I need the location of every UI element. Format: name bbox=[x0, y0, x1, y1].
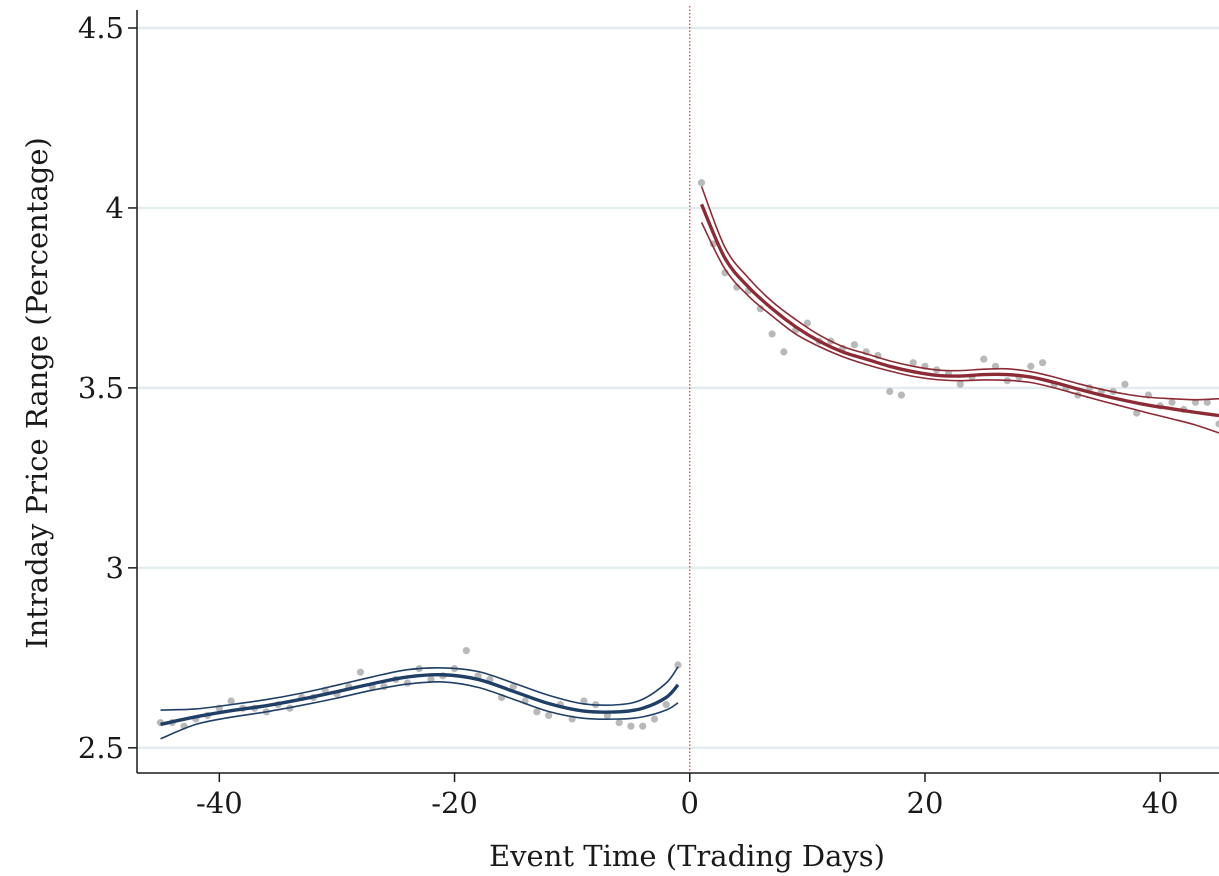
data-point bbox=[639, 722, 647, 730]
fit-lines bbox=[160, 186, 1219, 740]
data-point bbox=[1203, 398, 1211, 406]
x-tick-label: -20 bbox=[431, 786, 478, 820]
data-point bbox=[545, 711, 553, 720]
data-point bbox=[580, 697, 588, 705]
y-tick-label: 4.5 bbox=[78, 11, 124, 45]
data-point bbox=[1038, 359, 1047, 367]
data-point bbox=[462, 647, 470, 655]
data-point bbox=[509, 683, 517, 691]
data-point bbox=[1215, 420, 1219, 428]
axes bbox=[136, 10, 1219, 774]
data-point bbox=[674, 661, 682, 669]
data-point bbox=[803, 319, 811, 327]
y-tick-label: 3.5 bbox=[78, 371, 124, 405]
data-point bbox=[756, 305, 764, 313]
x-tick-label: -40 bbox=[196, 786, 243, 820]
tick-labels: -40 -20 0 20 40 2.5 3 3.5 4 4.5 bbox=[78, 11, 1179, 820]
data-point bbox=[615, 719, 623, 727]
data-point bbox=[980, 355, 988, 363]
data-point bbox=[627, 722, 635, 730]
y-tick-label: 3 bbox=[106, 551, 124, 585]
data-point bbox=[897, 391, 906, 399]
data-point bbox=[886, 387, 894, 396]
post-fit-line bbox=[699, 203, 1219, 418]
pre-ci-lower-line bbox=[160, 681, 679, 740]
x-axis-title: Event Time (Trading Days) bbox=[489, 839, 885, 873]
gridlines bbox=[137, 26, 1219, 750]
x-tick-label: 20 bbox=[907, 786, 944, 820]
post-ci-lower-line bbox=[700, 221, 1219, 434]
data-point bbox=[1027, 362, 1035, 370]
y-axis-title: Intraday Price Range (Percentage) bbox=[20, 137, 54, 649]
x-tick-label: 40 bbox=[1142, 786, 1179, 820]
data-point bbox=[1168, 398, 1176, 406]
data-point bbox=[697, 179, 706, 187]
pre-fit-line bbox=[160, 672, 680, 727]
data-point bbox=[662, 701, 670, 709]
data-point bbox=[780, 348, 788, 356]
data-point bbox=[356, 668, 365, 676]
scatter-points bbox=[156, 179, 1219, 730]
data-point bbox=[909, 359, 917, 367]
pre-ci-upper-line bbox=[160, 666, 679, 711]
data-point bbox=[1121, 380, 1129, 388]
data-point bbox=[533, 708, 541, 716]
post-ci-upper-line bbox=[700, 186, 1219, 401]
data-point bbox=[956, 380, 964, 388]
data-point bbox=[227, 697, 235, 705]
data-point bbox=[650, 715, 659, 723]
data-point bbox=[768, 330, 776, 338]
data-point bbox=[850, 341, 859, 349]
y-tick-label: 2.5 bbox=[78, 731, 124, 765]
x-tick-label: 0 bbox=[681, 786, 699, 820]
y-tick-label: 4 bbox=[106, 191, 124, 225]
